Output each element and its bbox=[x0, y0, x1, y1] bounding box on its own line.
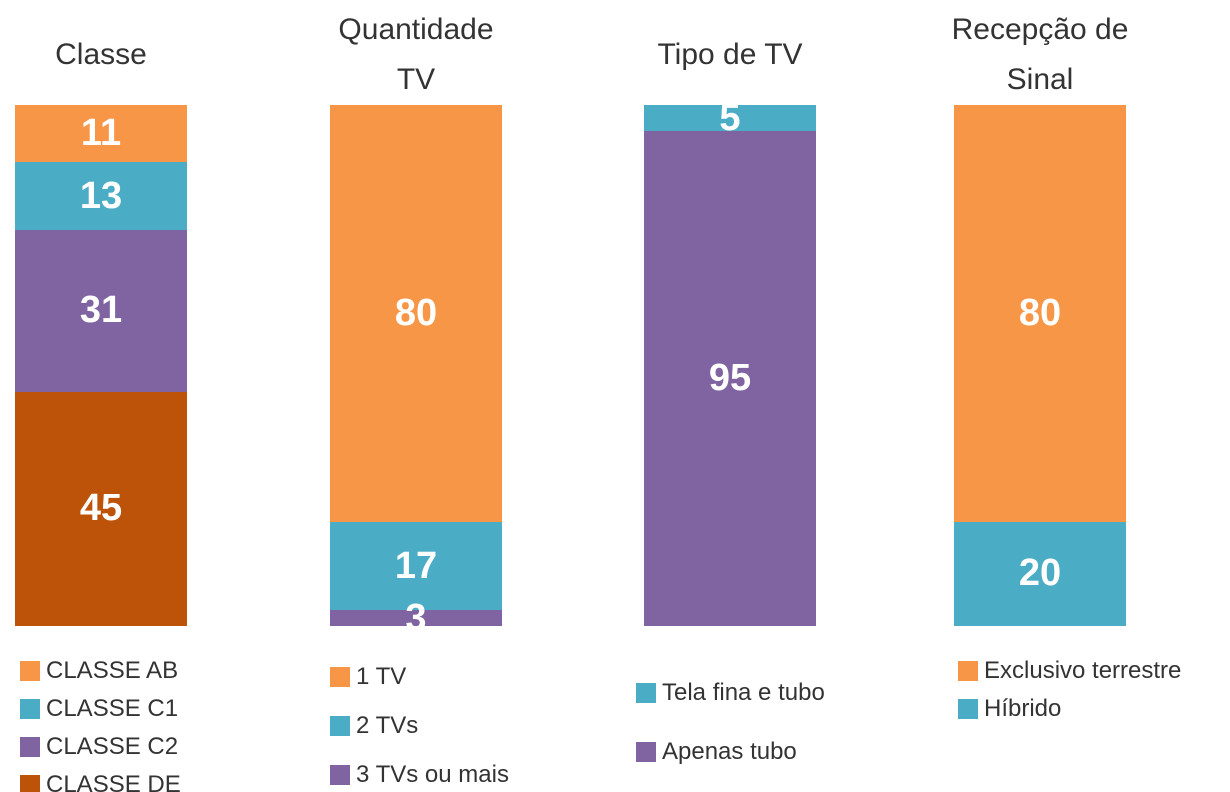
stacked-bar: 11 13 31 45 bbox=[15, 105, 187, 626]
value-label: 95 bbox=[708, 357, 752, 400]
value-label: 13 bbox=[79, 174, 123, 217]
legend-label: Híbrido bbox=[984, 695, 1062, 722]
legend-label: CLASSE C2 bbox=[46, 733, 179, 760]
legend-item: 2 TVs bbox=[330, 701, 509, 750]
legend-label: CLASSE C1 bbox=[46, 695, 179, 722]
chart: Classe 11 13 31 45 CLASSE AB CLASSE C1 CLASSE C… bbox=[15, 0, 187, 792]
legend-swatch bbox=[20, 737, 40, 757]
legend-item: Apenas tubo bbox=[636, 722, 825, 781]
value-label: 5 bbox=[719, 105, 741, 139]
legend-swatch bbox=[330, 666, 350, 687]
legend-label: 3 TVs ou mais bbox=[356, 760, 509, 788]
bar-segment: 13 bbox=[15, 162, 187, 231]
chart: Recepção de Sinal 80 20 Exclusivo terrestre… bbox=[952, 0, 1182, 792]
legend-label: Tela fina e tubo bbox=[662, 678, 825, 706]
bar-segment: 11 bbox=[15, 105, 187, 163]
legend-swatch bbox=[958, 699, 978, 719]
legend-item: 1 TV bbox=[330, 652, 509, 701]
stacked-bar: 80 17 3 bbox=[330, 105, 502, 626]
value-label: 3 bbox=[405, 596, 427, 626]
legend-item: CLASSE AB bbox=[20, 652, 181, 690]
bar-segment: 17 bbox=[330, 521, 502, 611]
stacked-bar: 5 95 bbox=[644, 105, 816, 626]
legend: Exclusivo terrestre Híbrido bbox=[958, 652, 1181, 728]
legend-label: 2 TVs bbox=[356, 711, 419, 739]
value-label: 80 bbox=[1018, 291, 1062, 334]
bar-segment: 95 bbox=[644, 131, 816, 626]
value-label: 11 bbox=[80, 112, 122, 155]
legend-item: CLASSE C1 bbox=[20, 690, 181, 728]
legend-swatch bbox=[330, 764, 350, 785]
legend: Tela fina e tubo Apenas tubo bbox=[636, 663, 825, 781]
legend-swatch bbox=[636, 741, 656, 762]
legend: CLASSE AB CLASSE C1 CLASSE C2 CLASSE DE bbox=[20, 652, 181, 792]
bar-segment: 45 bbox=[15, 391, 187, 626]
bar-segment: 20 bbox=[954, 521, 1126, 626]
chart-title: Classe bbox=[55, 38, 147, 71]
bar-segment: 80 bbox=[954, 105, 1126, 522]
legend-label: CLASSE DE bbox=[46, 771, 181, 792]
legend-swatch bbox=[958, 661, 978, 681]
legend-item: CLASSE DE bbox=[20, 766, 181, 792]
chart: Quantidade TV 80 17 3 1 TV 2 TVs 3 TVs ou mais bbox=[330, 0, 509, 792]
bar-segment: 5 bbox=[644, 105, 816, 139]
value-label: 31 bbox=[79, 289, 123, 332]
legend-item: 3 TVs ou mais bbox=[330, 750, 509, 792]
value-label: 20 bbox=[1018, 552, 1062, 595]
legend: 1 TV 2 TVs 3 TVs ou mais bbox=[330, 652, 509, 792]
legend-label: CLASSE AB bbox=[46, 657, 179, 684]
bar-segment: 3 bbox=[330, 597, 502, 626]
legend-item: Tela fina e tubo bbox=[636, 663, 825, 722]
legend-label: Exclusivo terrestre bbox=[984, 657, 1182, 684]
legend-swatch bbox=[20, 661, 40, 681]
value-label: 45 bbox=[79, 487, 123, 530]
legend-item: CLASSE C2 bbox=[20, 728, 181, 766]
chart: Tipo de TV 5 95 Tela fina e tubo Apenas tubo bbox=[636, 0, 825, 792]
legend-item: Híbrido bbox=[958, 690, 1181, 728]
legend-swatch bbox=[330, 715, 350, 736]
chart-title: Recepção de Sinal bbox=[951, 13, 1129, 96]
chart-title: Tipo de TV bbox=[657, 38, 803, 71]
bar-segment: 31 bbox=[15, 230, 187, 392]
legend-item: Exclusivo terrestre bbox=[958, 652, 1181, 690]
legend-label: 1 TV bbox=[356, 662, 407, 690]
value-label: 17 bbox=[394, 544, 438, 587]
value-label: 80 bbox=[394, 291, 438, 334]
legend-swatch bbox=[636, 682, 656, 703]
legend-label: Apenas tubo bbox=[662, 737, 797, 765]
legend-swatch bbox=[20, 699, 40, 719]
stacked-bar: 80 20 bbox=[954, 105, 1126, 626]
legend-swatch bbox=[20, 775, 40, 792]
chart-title: Quantidade TV bbox=[338, 13, 494, 96]
bar-segment: 80 bbox=[330, 105, 502, 522]
